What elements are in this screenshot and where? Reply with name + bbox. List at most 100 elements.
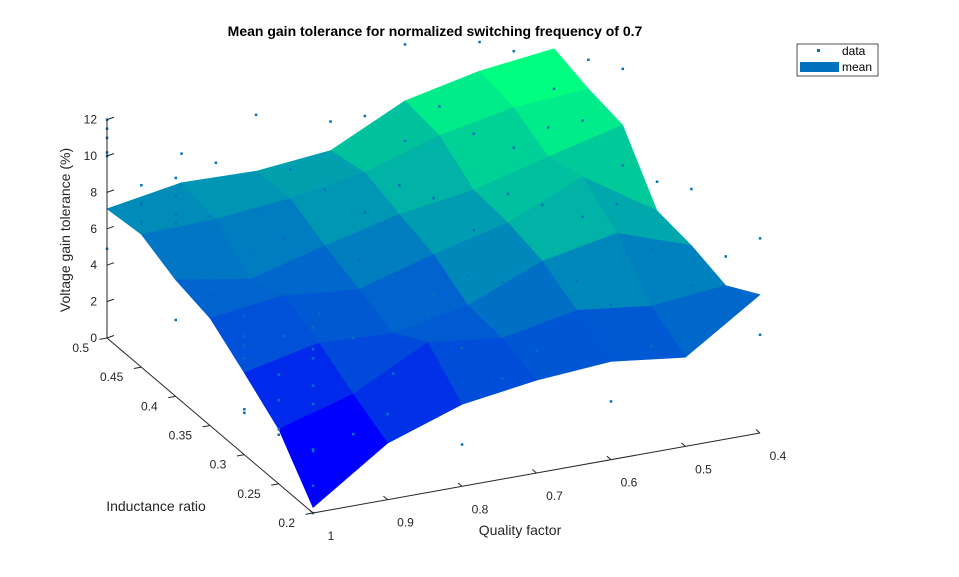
y-tick-label: 0.25 [237, 487, 261, 501]
x-tick-label: 0.8 [472, 502, 489, 516]
y-tick [99, 337, 108, 340]
data-point [243, 408, 246, 411]
data-point [243, 344, 246, 347]
data-point [398, 184, 401, 187]
data-point [684, 326, 687, 330]
data-point [506, 192, 510, 196]
data-point [174, 267, 177, 271]
data-point [587, 58, 590, 61]
data-point [615, 203, 619, 206]
y-tick-label: 0.5 [72, 341, 89, 355]
z-tick [106, 262, 115, 266]
data-point [352, 432, 355, 436]
legend[interactable]: data mean [796, 43, 879, 77]
data-point [214, 161, 218, 164]
data-point [277, 428, 280, 431]
x-tick-label: 0.4 [770, 449, 787, 463]
data-point [277, 398, 280, 402]
y-tick [305, 512, 314, 515]
data-point [329, 120, 332, 123]
z-tick-label: 8 [90, 185, 97, 199]
x-tick-label: 0.5 [695, 462, 712, 476]
axes: 1 0.9 0.8 0.7 0.6 0.5 0.4 0.5 0.45 0.4 0.35 0.3 0.25… [72, 113, 786, 543]
data-point [174, 318, 177, 322]
x-tick-label: 0.6 [621, 476, 638, 490]
data-point [690, 284, 693, 287]
data-point [283, 334, 286, 337]
data-point [243, 335, 246, 338]
data-point [311, 357, 315, 360]
surface-plot [106, 48, 761, 508]
data-point [655, 180, 659, 183]
z-tick [106, 189, 115, 193]
z-tick-label: 10 [84, 149, 98, 163]
data-point [403, 139, 407, 143]
data-point [575, 280, 578, 283]
data-point [243, 315, 246, 318]
y-tick [133, 366, 142, 369]
y-tick [168, 395, 176, 399]
data-point [140, 202, 143, 205]
data-point [311, 449, 315, 453]
data-point [311, 448, 315, 451]
data-point [472, 229, 475, 232]
data-point [140, 220, 143, 223]
data-point [352, 336, 355, 339]
data-point [552, 87, 556, 90]
data-point [690, 187, 693, 191]
x-tick [681, 442, 686, 447]
data-point [466, 275, 470, 278]
x-tick-label: 1 [328, 529, 335, 543]
y-tick [271, 483, 279, 486]
data-point [208, 233, 212, 236]
z-tick-label: 4 [90, 258, 97, 272]
data-point [541, 300, 544, 303]
data-point [609, 303, 613, 307]
x-tick [383, 495, 388, 501]
x-tick [755, 429, 761, 434]
y-tick-label: 0.35 [169, 429, 193, 443]
data-point [174, 176, 177, 180]
x-tick [532, 469, 537, 474]
z-tick [106, 298, 115, 303]
z-tick-label: 6 [90, 222, 97, 236]
scatter-data [105, 40, 762, 515]
data-point [208, 215, 212, 218]
data-point [208, 251, 212, 254]
data-point [208, 287, 212, 291]
data-point [180, 152, 183, 155]
data-point [140, 204, 143, 207]
data-point [311, 402, 315, 406]
data-point [478, 40, 481, 44]
legend-mean-swatch [800, 62, 839, 72]
data-point [581, 119, 584, 122]
data-point [758, 333, 762, 336]
x-tick-label: 0.9 [397, 516, 414, 530]
y-tick [202, 425, 211, 428]
data-point [174, 213, 177, 216]
x-tick [308, 509, 314, 514]
y-tick-label: 0.4 [141, 399, 158, 413]
data-point [289, 168, 292, 171]
data-point [174, 222, 177, 225]
z-tick-label: 2 [90, 295, 97, 309]
data-point [311, 326, 315, 329]
data-point [432, 293, 435, 296]
data-point [460, 443, 464, 446]
data-point [386, 412, 389, 416]
data-point [392, 275, 395, 279]
data-point [174, 194, 177, 198]
data-point [403, 43, 407, 46]
data-point [541, 203, 544, 207]
y-tick-label: 0.45 [100, 370, 124, 384]
data-point [758, 237, 762, 240]
data-point [249, 248, 252, 252]
data-point [650, 345, 653, 348]
z-axis-label: Voltage gain tolerance (%) [57, 148, 73, 312]
z-tick-label: 0 [90, 331, 97, 345]
data-point [208, 278, 212, 282]
data-point [214, 258, 218, 261]
data-point [438, 105, 441, 108]
legend-data-marker [817, 49, 820, 52]
x-tick [457, 482, 463, 487]
